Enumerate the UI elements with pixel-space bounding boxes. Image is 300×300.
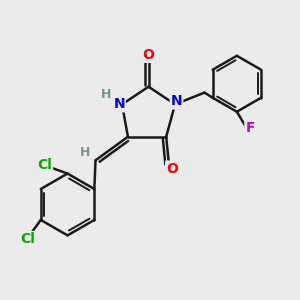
Text: H: H (100, 88, 111, 100)
Text: N: N (113, 98, 125, 111)
Text: H: H (80, 146, 90, 159)
Text: Cl: Cl (20, 232, 35, 246)
Text: N: N (171, 94, 182, 108)
Text: F: F (245, 121, 255, 135)
Text: O: O (166, 161, 178, 176)
Text: O: O (142, 48, 154, 62)
Text: Cl: Cl (37, 158, 52, 172)
